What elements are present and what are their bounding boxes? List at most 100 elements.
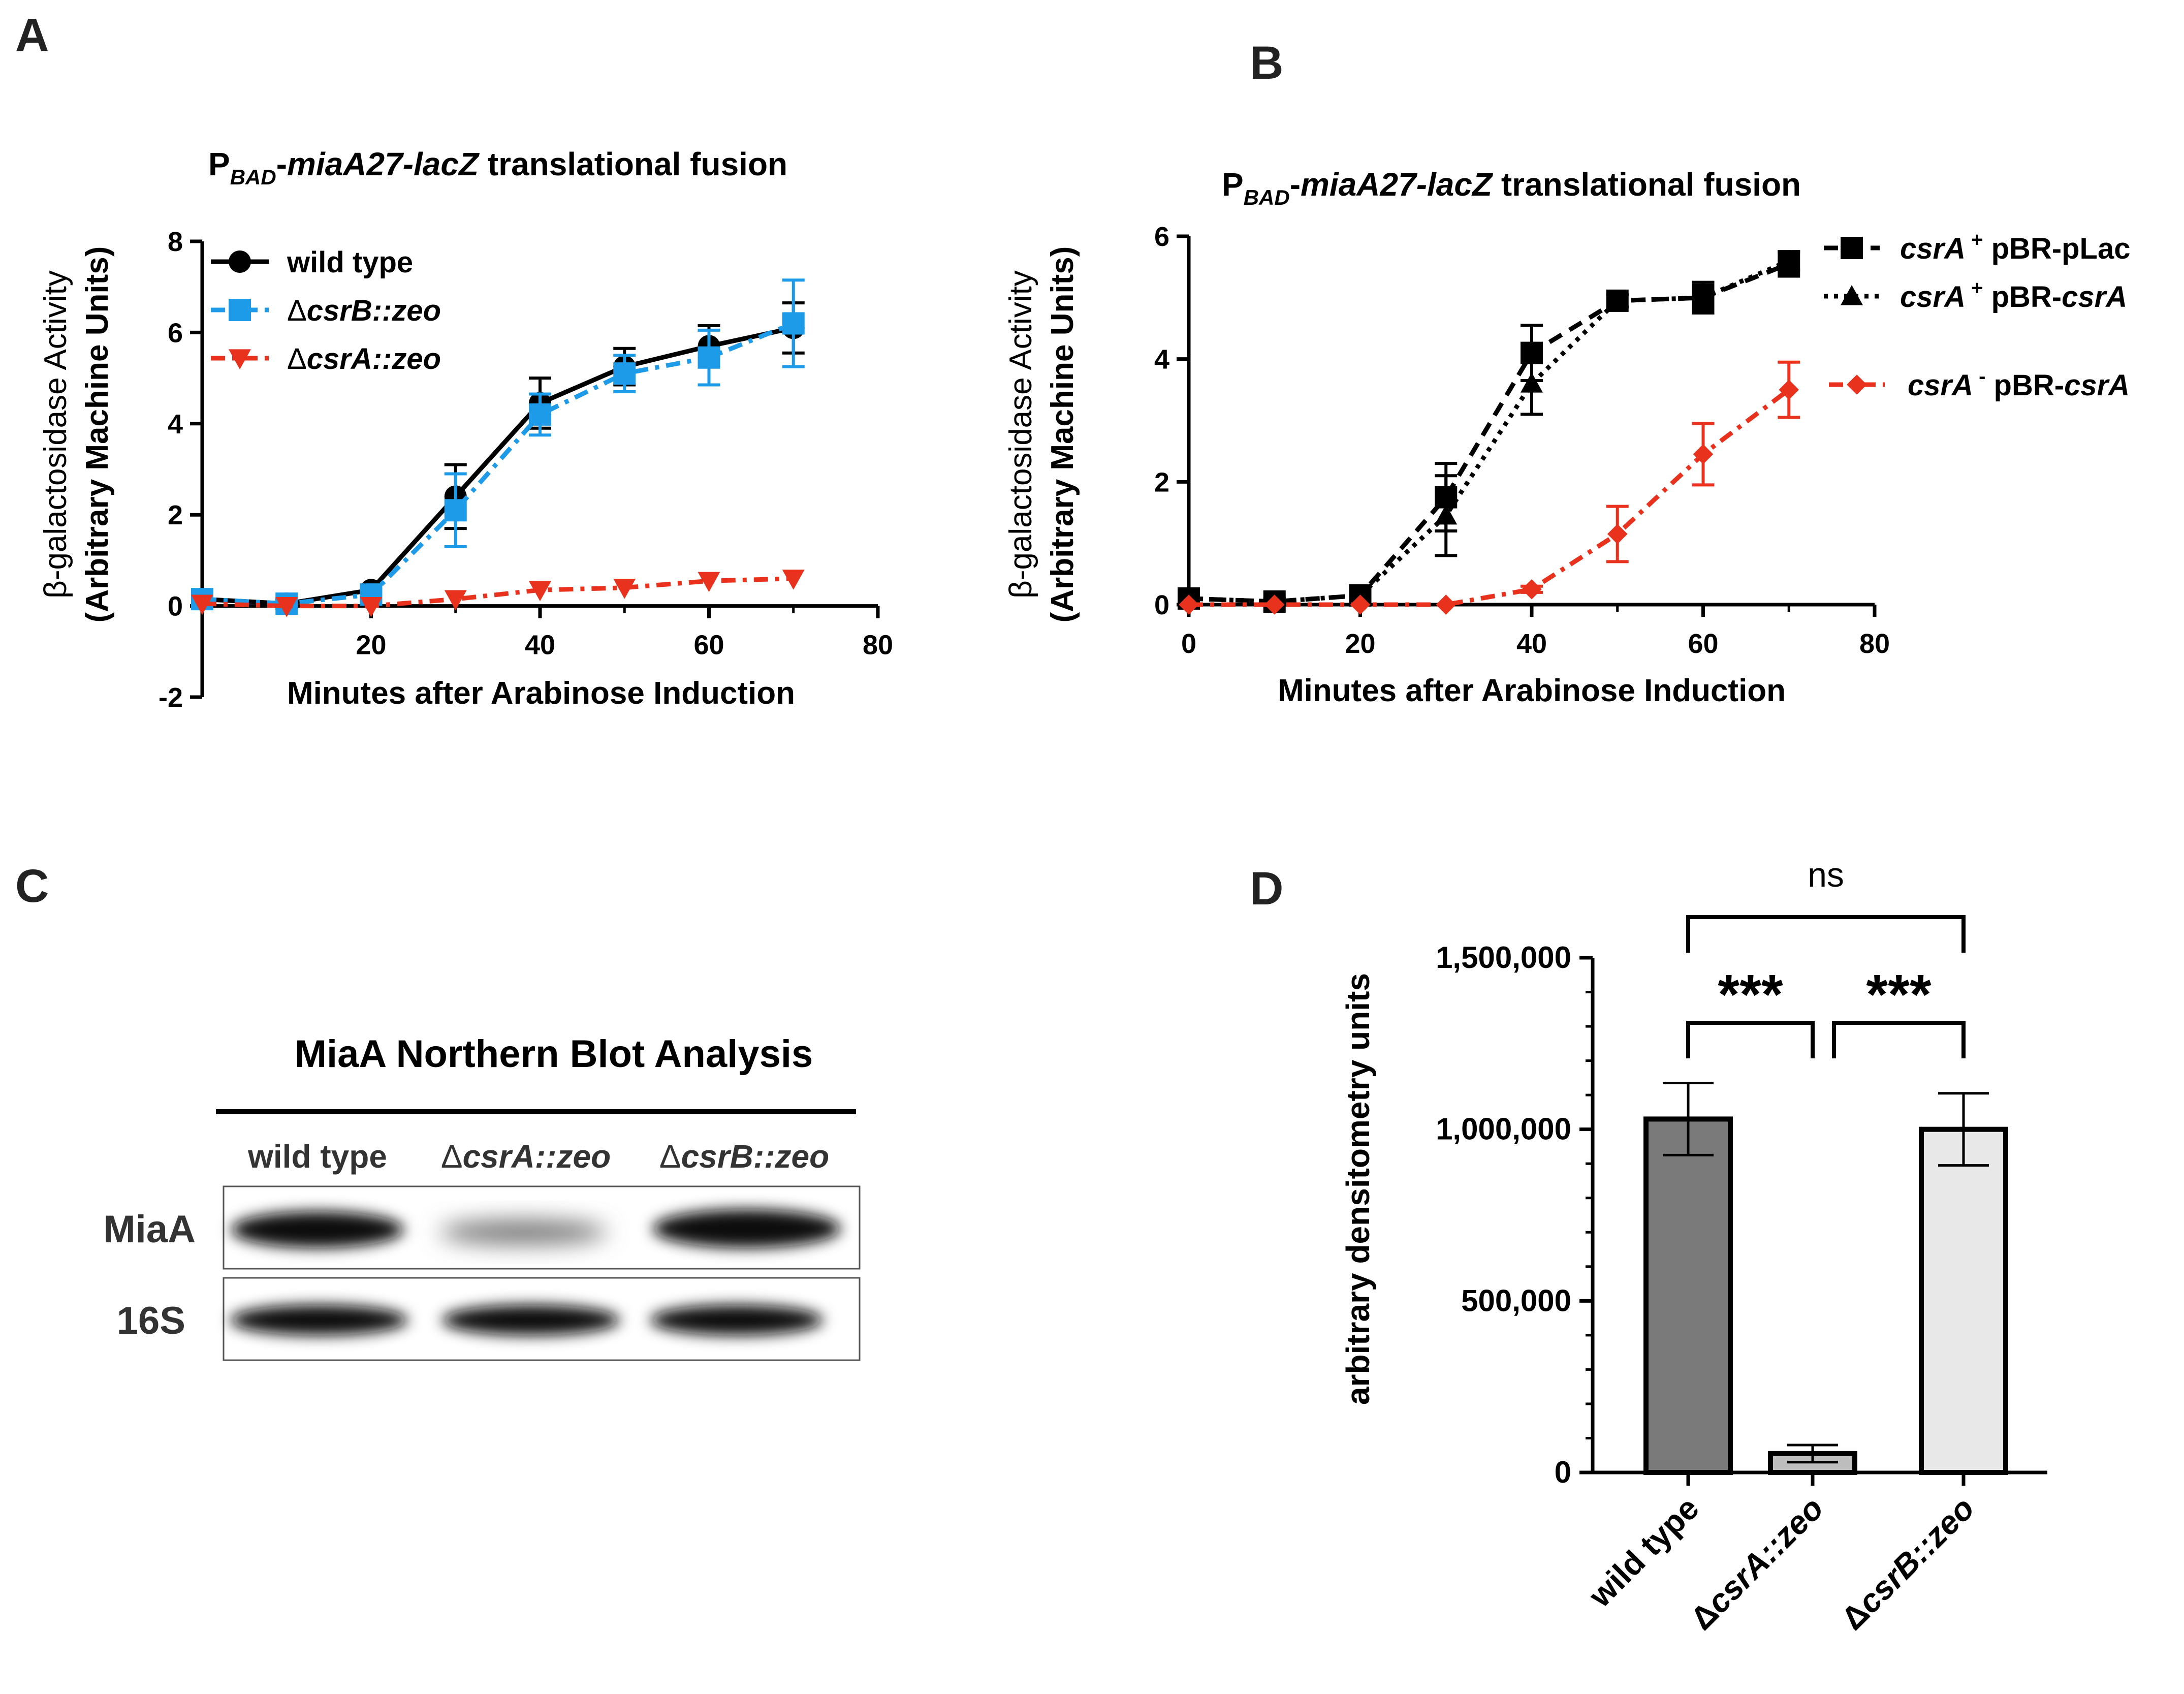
panel-d-bar-2 [1919,1126,2008,1476]
panel-a-series-2-point [360,597,383,617]
blot-miaa-strip [223,1185,861,1270]
panel-d-bracket-ns-line [1686,915,1966,953]
panel-a-series-2-point [275,597,298,617]
panel-b-series-1-point [1778,249,1800,270]
panel-b-series-2-line [1189,388,1790,607]
panel-d-ylabel: arbitrary densitometry units [1340,973,1376,1405]
panel-b-legend-label-1: csrA + pBR-csrA [1900,277,2127,313]
blot-lane-label-0: wild type [247,1138,387,1175]
panel-a-xlabel: Minutes after Arabinose Induction [287,676,795,711]
panel-a-series-2-point [782,570,805,590]
panel-b-xlabel: Minutes after Arabinose Induction [1278,673,1786,708]
panel-b-series-0-line [1188,262,1790,604]
panel-b-series-2-point [1350,594,1371,615]
blot-lane-label-1: ΔcsrA::zeo [441,1138,611,1175]
panel-a-ylabel-1: β-galactosidase Activity [38,270,73,599]
panel-b-x-tick-label: 0 [1181,629,1196,659]
panel-a-legend-entry-2: ΔcsrA::zeo [211,342,441,375]
panel-b-series-1-point [1692,286,1715,307]
panel-d-bracket-ns: ns [1686,856,1966,953]
panel-a-x-tick-label: 40 [525,630,555,661]
panel-d-y-tick-label: 1,500,000 [1436,940,1571,975]
panel-a-y-tick-label: 2 [168,500,183,530]
panel-b-legend-entry-0: csrA + pBR-pLac [1824,229,2130,265]
panel-b-series-2-point [1693,444,1714,464]
panel-a-series-1-point [444,499,467,522]
panel-b-x-tick-label: 80 [1859,629,1890,659]
panel-b-series-2-point [1179,594,1199,615]
panel-a-series-1-line [202,321,795,606]
panel-d-bracket-right: *** [1832,963,1966,1058]
blot-lane-label-2: ΔcsrB::zeo [659,1138,829,1175]
panel-d-bracket-left: *** [1686,963,1815,1058]
panel-a-series-1-point [613,362,636,385]
panel-c: C MiaA Northern Blot Analysis MiaA 16S w… [15,860,861,1361]
panel-d-bracket-left-label: *** [1718,963,1783,1026]
blot-band-16s-csrb [650,1305,823,1335]
panel-a-x-tick-label: 20 [356,630,386,661]
panel-a-series-1-point [529,403,551,426]
panel-a-x-tick-label: 80 [863,630,893,661]
panel-d-x-tick-label-1: ΔcsrA::zeo [1683,1490,1830,1637]
panel-b-y-tick-label: 2 [1154,467,1169,497]
panel-b-y-tick-label: 0 [1154,590,1169,620]
panel-b-legend-marker-2 [1847,374,1867,395]
panel-a-y-tick-label: 8 [168,227,183,257]
panel-b-title: PBAD-miaA27-lacZ translational fusion [1222,166,1801,209]
panel-d: D arbitrary densitometry units 0 500,000 1… [1250,856,2047,1637]
panel-b-series-2 [1179,360,1800,615]
panel-b: B PBAD-miaA27-lacZ translational fusion … [1003,37,2130,708]
panel-a-y-tick-label: 6 [168,318,183,348]
panel-b-series-1-line [1188,259,1790,604]
panel-a-x-tick-label: 60 [693,630,724,661]
panel-b-series-2-point [1607,524,1628,544]
panel-d-bracket-right-label: *** [1866,963,1932,1026]
panel-a-series-2-point [529,581,551,602]
panel-a-y-tick-label: 0 [168,591,183,622]
panel-d-bracket-right-line [1832,1021,1966,1058]
panel-b-series-1-point [1349,584,1372,605]
panel-a-series-1-point [698,346,720,369]
panel-d-bracket-ns-label: ns [1808,856,1844,894]
panel-b-letter: B [1250,37,1283,89]
panel-a-letter: A [15,9,49,61]
panel-a-ylabel-2: (Arbitrary Machine Units) [80,246,115,623]
panel-a-series-2-point [698,572,720,592]
panel-b-ylabel-2: (Arbitrary Machine Units) [1045,246,1080,623]
panel-b-series-1-point [1435,504,1458,525]
panel-a-series-2-point [613,579,636,599]
panel-d-x-tick-label-2: ΔcsrB::zeo [1834,1490,1981,1637]
panel-b-legend-marker-0 [1841,237,1863,259]
panel-b-series-1 [1178,249,1800,611]
panel-d-y-tick-label: 500,000 [1461,1283,1571,1317]
panel-a-legend-entry-1: ΔcsrB::zeo [211,294,441,327]
panel-b-legend-label-0: csrA + pBR-pLac [1900,229,2130,265]
blot-band-miaa-csrb [653,1209,841,1248]
blot-16s-strip [223,1277,861,1361]
panel-b-series-2-point [1436,594,1457,615]
panel-d-x-tick-label-0: wild type [1581,1490,1706,1614]
panel-d-plot: 0 500,000 1,000,000 1,500,000 wild typeΔcsrA… [1436,856,2047,1637]
panel-a-legend-label-0: wild type [287,246,413,279]
panel-b-legend-marker-1 [1841,285,1863,305]
blot-title: MiaA Northern Blot Analysis [295,1032,813,1076]
panel-b-series-1-point [1521,372,1543,393]
panel-d-bracket-left-line [1686,1021,1815,1058]
panel-d-bar-0 [1643,1116,1733,1476]
blot-band-16s-wt [230,1305,408,1335]
panel-a: A PBAD-miaA27-lacZ translational fusion … [15,9,893,713]
blot-band-miaa-wt [231,1211,404,1248]
panel-b-series-2-point [1522,579,1542,600]
panel-b-series-2-point [1779,380,1799,400]
panel-b-ylabel-1: β-galactosidase Activity [1003,270,1038,599]
panel-b-legend-entry-2: csrA - pBR-csrA [1829,365,2130,402]
panel-c-letter: C [15,860,49,912]
panel-b-legend-entry-1: csrA + pBR-csrA [1824,277,2127,313]
panel-a-legend-label-1: ΔcsrB::zeo [287,294,441,327]
panel-d-y-tick-label: 1,000,000 [1436,1112,1571,1146]
panel-b-y-tick-label: 4 [1154,344,1169,375]
panel-a-series-2 [191,570,805,617]
panel-a-legend-entry-0: wild type [211,246,413,279]
